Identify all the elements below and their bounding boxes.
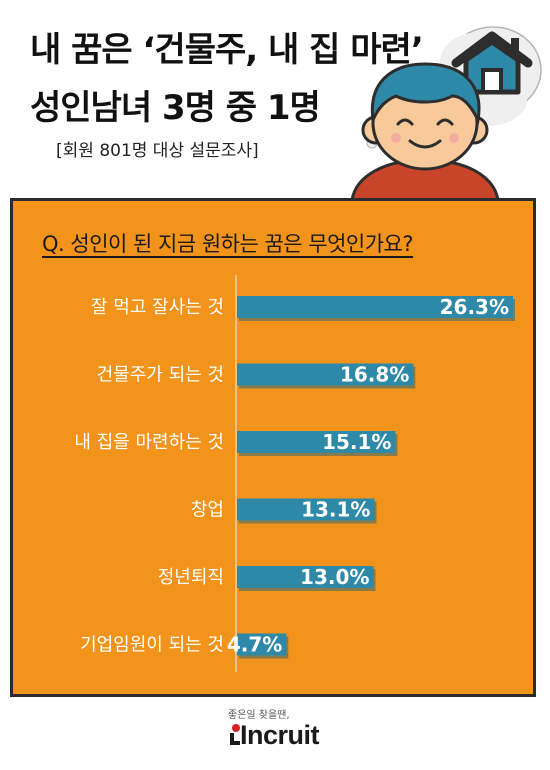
value-label: 16.8%: [340, 363, 409, 387]
brand-tagline: 좋은일 찾을땐,: [228, 710, 290, 721]
category-label: 창업: [191, 500, 224, 521]
category-label: 잘 먹고 잘사는 것: [91, 297, 224, 318]
chart-bars: 잘 먹고 잘사는 것 26.3% 건물주가 되는 것 16.8% 내 집을 마련하는 것…: [74, 295, 515, 659]
header-illustration: [350, 26, 542, 200]
value-label: 15.1%: [322, 430, 391, 454]
survey-subtitle: [회원 801명 대상 설문조사]: [56, 141, 259, 161]
value-label: 4.7%: [227, 633, 282, 657]
category-label: 기업임원이 되는 것: [80, 635, 224, 656]
category-label: 내 집을 마련하는 것: [74, 432, 224, 453]
value-label: 26.3%: [440, 295, 509, 319]
bar: [237, 633, 287, 656]
bar: [237, 431, 396, 453]
value-label: 13.0%: [300, 565, 369, 589]
bar-chart: 잘 먹고 잘사는 것 26.3% 건물주가 되는 것 16.8% 내 집을 마련하는 것…: [74, 275, 515, 672]
value-label: 13.1%: [301, 498, 370, 522]
category-label: 건물주가 되는 것: [97, 365, 224, 386]
bar: [237, 566, 374, 588]
category-label: 정년퇴직: [158, 567, 224, 588]
smiling-person: [350, 62, 500, 200]
bar: [237, 498, 375, 521]
brand-logo: [230, 724, 240, 745]
bar: [237, 363, 414, 386]
page-title-line-2: 성인남녀 3명 중 1명: [30, 88, 321, 128]
page-title-line-1: 내 꿈은 ‘건물주, 내 집 마련’: [30, 30, 424, 70]
logo-red-dot: [232, 724, 240, 732]
survey-question: Q. 성인이 된 지금 원하는 꿈은 무엇인가요?: [42, 232, 414, 256]
bar: [237, 296, 513, 318]
logo-mark: [230, 733, 240, 745]
brand-name: Incruit: [240, 720, 320, 750]
